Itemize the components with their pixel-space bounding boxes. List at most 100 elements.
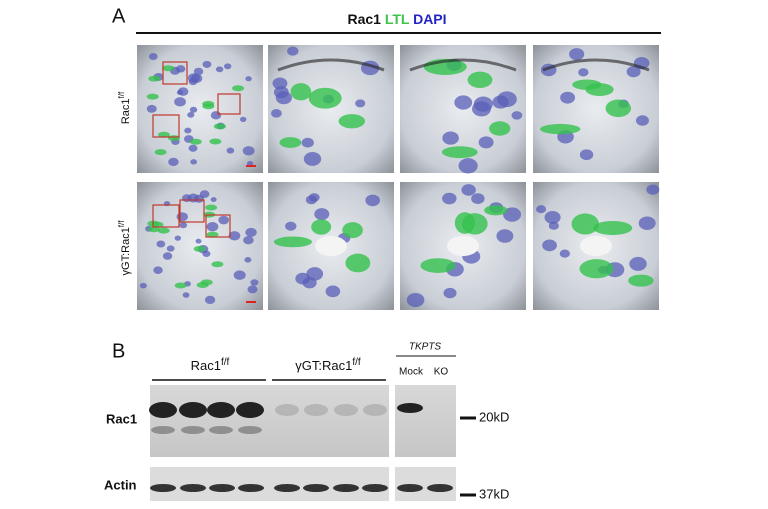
band <box>150 484 176 492</box>
band <box>207 402 235 418</box>
ltl-stain <box>461 213 488 235</box>
roi-box <box>179 199 205 223</box>
row-base: γGT:Rac1 <box>120 227 132 275</box>
nucleus <box>287 46 299 56</box>
ltl-stain <box>202 103 215 110</box>
group-sup: f/f <box>352 357 361 368</box>
ltl-stain <box>290 83 312 101</box>
nucleus <box>442 192 457 205</box>
nucleus <box>156 240 166 248</box>
nucleus <box>285 221 297 231</box>
nucleus <box>223 63 232 70</box>
ltl-stain <box>338 114 366 129</box>
nucleus <box>215 66 224 73</box>
band <box>304 404 328 416</box>
nucleus <box>454 95 473 110</box>
band <box>238 484 264 492</box>
ltl-stain <box>151 221 164 228</box>
nucleus <box>511 111 523 120</box>
nucleus <box>443 287 457 299</box>
nucleus <box>301 137 314 148</box>
ltl-stain <box>168 135 181 142</box>
micrographs <box>137 45 660 310</box>
ltl-stain <box>342 222 363 239</box>
panel-label: B <box>112 340 125 362</box>
band <box>275 404 299 416</box>
nucleus <box>270 108 282 118</box>
group-base: γGT:Rac1 <box>295 358 352 373</box>
nucleus <box>187 111 195 118</box>
ltl-stain <box>605 99 632 118</box>
nucleus <box>210 197 217 202</box>
marker-label: 20kD <box>479 409 509 424</box>
nucleus <box>548 221 559 230</box>
band <box>363 404 387 416</box>
stain-rac1: Rac1 <box>347 11 381 27</box>
ltl-stain <box>213 123 226 130</box>
ltl-stain <box>579 259 614 279</box>
nucleus <box>184 127 192 134</box>
nucleus <box>406 292 425 308</box>
ltl-stain <box>148 75 161 82</box>
nucleus <box>458 158 478 174</box>
nucleus <box>202 60 212 68</box>
ltl-stain <box>420 258 456 273</box>
band <box>397 403 423 413</box>
nucleus <box>471 193 485 204</box>
ltl-stain <box>189 138 202 145</box>
nucleus <box>629 256 647 271</box>
nucleus <box>578 68 589 77</box>
ltl-stain <box>158 131 171 138</box>
nucleus <box>168 157 179 167</box>
roi-box <box>162 61 188 85</box>
ltl-stain <box>146 93 159 100</box>
band <box>334 404 358 416</box>
nucleus <box>243 235 254 245</box>
band <box>236 402 264 418</box>
nucleus <box>245 227 257 237</box>
stain-ltl: LTL <box>385 11 410 27</box>
ltl-stain <box>489 121 511 136</box>
ltl-stain <box>154 149 167 156</box>
nucleus <box>233 270 246 280</box>
nucleus <box>365 194 380 207</box>
nucleus <box>206 221 219 232</box>
ltl-stain <box>628 274 654 287</box>
nucleus <box>355 99 366 108</box>
nucleus <box>194 194 204 203</box>
roi-box <box>152 204 180 228</box>
nucleus <box>148 53 158 61</box>
ltl-stain <box>157 227 170 234</box>
band <box>397 484 423 492</box>
ltl-stain <box>209 138 222 145</box>
nucleus <box>244 257 252 263</box>
stain-dapi: DAPI <box>413 11 446 27</box>
nucleus <box>626 66 641 78</box>
nucleus <box>503 207 522 222</box>
ltl-stain <box>484 205 508 216</box>
nucleus <box>174 235 182 241</box>
nucleus <box>461 184 476 196</box>
nucleus <box>473 96 493 112</box>
nucleus <box>228 231 241 241</box>
nucleus <box>176 90 183 95</box>
ltl-stain <box>232 85 245 92</box>
blot-rac1-tkpts <box>395 385 456 457</box>
nucleus <box>189 106 198 113</box>
nucleus <box>275 91 292 105</box>
ltl-stain <box>279 137 302 148</box>
row-sup: f/f <box>117 91 126 98</box>
ltl-stain <box>467 71 493 89</box>
ltl-stain <box>345 253 371 273</box>
nucleus <box>559 249 570 258</box>
nucleus <box>139 282 147 289</box>
ltl-stain <box>162 65 175 72</box>
row-label: Rac1f/f <box>117 91 132 124</box>
nucleus <box>174 97 186 107</box>
group-sup: f/f <box>221 357 230 368</box>
blot-actin <box>150 467 389 501</box>
nucleus <box>646 184 660 195</box>
band <box>333 484 359 492</box>
ltl-stain <box>593 220 633 236</box>
nucleus <box>153 266 163 275</box>
